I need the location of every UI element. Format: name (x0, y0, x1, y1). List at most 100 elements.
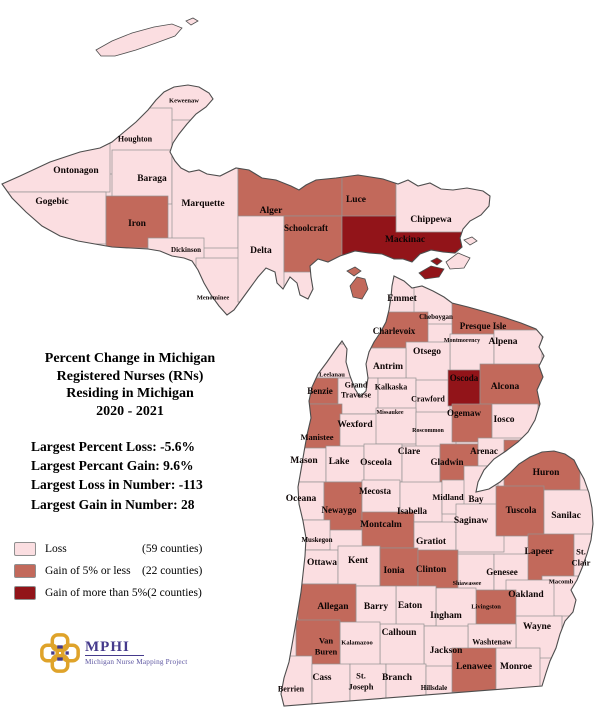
county-label-berrien: Berrien (278, 685, 305, 694)
county-label-otsego: Otsego (413, 347, 441, 357)
island-isle-royale (95, 23, 183, 57)
county-label-midland: Midland (432, 492, 463, 502)
county-label-osceola: Osceola (360, 458, 392, 468)
county-label-marquette: Marquette (181, 199, 224, 209)
county-label-ogemaw: Ogemaw (447, 408, 481, 418)
county-label-barry: Barry (364, 602, 389, 612)
county-label-ontonagon: Ontonagon (53, 166, 99, 176)
county-label-ottawa: Ottawa (307, 558, 337, 568)
county-label-keweenaw: Keweenaw (169, 98, 199, 105)
county-label-lake: Lake (329, 457, 350, 467)
county-label-emmet: Emmet (387, 294, 417, 304)
county-label-benzie: Benzie (307, 386, 333, 396)
legend-swatch-gain-5-or-less (14, 564, 36, 578)
county-label-van-buren: Van Buren (315, 635, 338, 656)
legend-row-gain-more-than-5: Gain of more than 5% (2 counties) (14, 582, 202, 604)
county-label-washtenaw: Washtenaw (472, 638, 512, 647)
county-label-ingham: Ingham (430, 611, 462, 621)
map-title: Percent Change in Michigan Registered Nu… (14, 350, 246, 420)
county-label-lenawee: Lenawee (456, 662, 492, 672)
county-label-mason: Mason (290, 456, 318, 466)
county-label-alpena: Alpena (488, 337, 517, 347)
county-label-gratiot: Gratiot (416, 537, 447, 547)
county-label-jackson: Jackson (430, 646, 463, 656)
county-kent (337, 545, 381, 587)
mphi-logo-text: MPHI Michigan Nurse Mapping Project (85, 638, 187, 666)
county-baraga (111, 149, 173, 205)
county-label-gogebic: Gogebic (35, 197, 68, 207)
county-label-mecosta: Mecosta (359, 486, 391, 496)
legend: Loss (59 counties) Gain of 5% or less (2… (14, 538, 202, 604)
county-mecosta (361, 479, 401, 517)
county-label-dickinson: Dickinson (171, 246, 201, 254)
county-label-macomb: Macomb (549, 579, 574, 586)
county-label-manistee: Manistee (300, 432, 333, 442)
county-label-sanilac: Sanilac (551, 511, 581, 521)
upper-peninsula (2, 85, 490, 315)
county-label-muskegon: Muskegon (301, 536, 332, 544)
county-allegan (297, 583, 357, 625)
county-label-menominee: Menominee (197, 295, 230, 302)
county-label-gladwin: Gladwin (430, 457, 463, 467)
island-beaver-island (349, 276, 369, 300)
county-label-oakland: Oakland (508, 590, 544, 600)
county-label-kent: Kent (348, 556, 369, 566)
title-line-3: Residing in Michigan (66, 386, 194, 401)
county-label-houghton: Houghton (118, 135, 153, 144)
county-label-iosco: Iosco (493, 415, 514, 425)
county-berrien (281, 655, 313, 706)
county-label-lapeer: Lapeer (524, 547, 554, 557)
county-alger (237, 167, 343, 217)
lower-peninsula-coastline (280, 275, 594, 707)
county-label-shiawassee: Shiawassee (453, 581, 482, 587)
stat-largest-gain-number: Largest Gain in Number: 28 (31, 496, 195, 512)
county-label-chippewa: Chippewa (410, 215, 451, 225)
county-label-tuscola: Tuscola (506, 506, 537, 516)
county-label-monroe: Monroe (500, 662, 532, 672)
mphi-org-name: MPHI (85, 640, 144, 656)
county-delta (237, 209, 285, 303)
county-label-livingston: Livingston (471, 604, 501, 611)
county-label-calhoun: Calhoun (382, 628, 418, 638)
county-label-eaton: Eaton (398, 601, 423, 611)
county-label-ionia: Ionia (383, 566, 404, 576)
county-label-hillsdale: Hillsdale (421, 684, 447, 692)
county-ogemaw (451, 403, 493, 443)
county-label-huron: Huron (533, 468, 560, 478)
mphi-logo: MPHI Michigan Nurse Mapping Project (38, 633, 187, 673)
county-label-cass: Cass (312, 673, 331, 683)
county-huron (503, 439, 581, 491)
stat-largest-loss-number: Largest Loss in Number: -113 (31, 477, 203, 493)
county-label-luce: Luce (346, 195, 366, 205)
county-label-missaukee: Missaukee (377, 410, 404, 416)
county-label-kalkaska: Kalkaska (375, 383, 407, 392)
title-line-2: Registered Nurses (RNs) (56, 368, 204, 384)
county-muskegon (289, 519, 331, 551)
county-monroe (495, 647, 541, 693)
county-ingham (435, 587, 477, 629)
county-label-bay: Bay (468, 494, 484, 504)
legend-row-loss: Loss (59 counties) (14, 538, 202, 560)
county-label-clinton: Clinton (416, 565, 447, 575)
summary-stats: Largest Percent Loss: -5.6% Largest Perc… (31, 437, 203, 514)
title-line-1: Percent Change in Michigan (44, 351, 216, 366)
island-drummond-island (445, 252, 471, 270)
county-label-allegan: Allegan (317, 602, 349, 612)
county-manistee (295, 403, 343, 451)
legend-label-loss: Loss (45, 543, 67, 555)
county-label-branch: Branch (382, 673, 413, 683)
county-label-kalamazoo: Kalamazoo (341, 640, 372, 647)
county-label-alcona: Alcona (491, 382, 520, 392)
county-label-schoolcraft: Schoolcraft (284, 223, 328, 233)
mphi-project-name: Michigan Nurse Mapping Project (85, 658, 188, 666)
county-label-leelanau: Leelanau (319, 372, 345, 379)
county-shiawassee (457, 553, 495, 595)
county-barry (355, 585, 397, 627)
stat-largest-percent-gain: Largest Percant Gain: 9.6% (31, 458, 194, 474)
upper-peninsula-coastline (1, 84, 491, 316)
county-label-genesee: Genesee (486, 567, 518, 577)
county-lake (325, 445, 365, 483)
county-label-alger: Alger (260, 206, 283, 216)
island-garden-island (346, 266, 362, 277)
county-label-wayne: Wayne (523, 622, 551, 632)
